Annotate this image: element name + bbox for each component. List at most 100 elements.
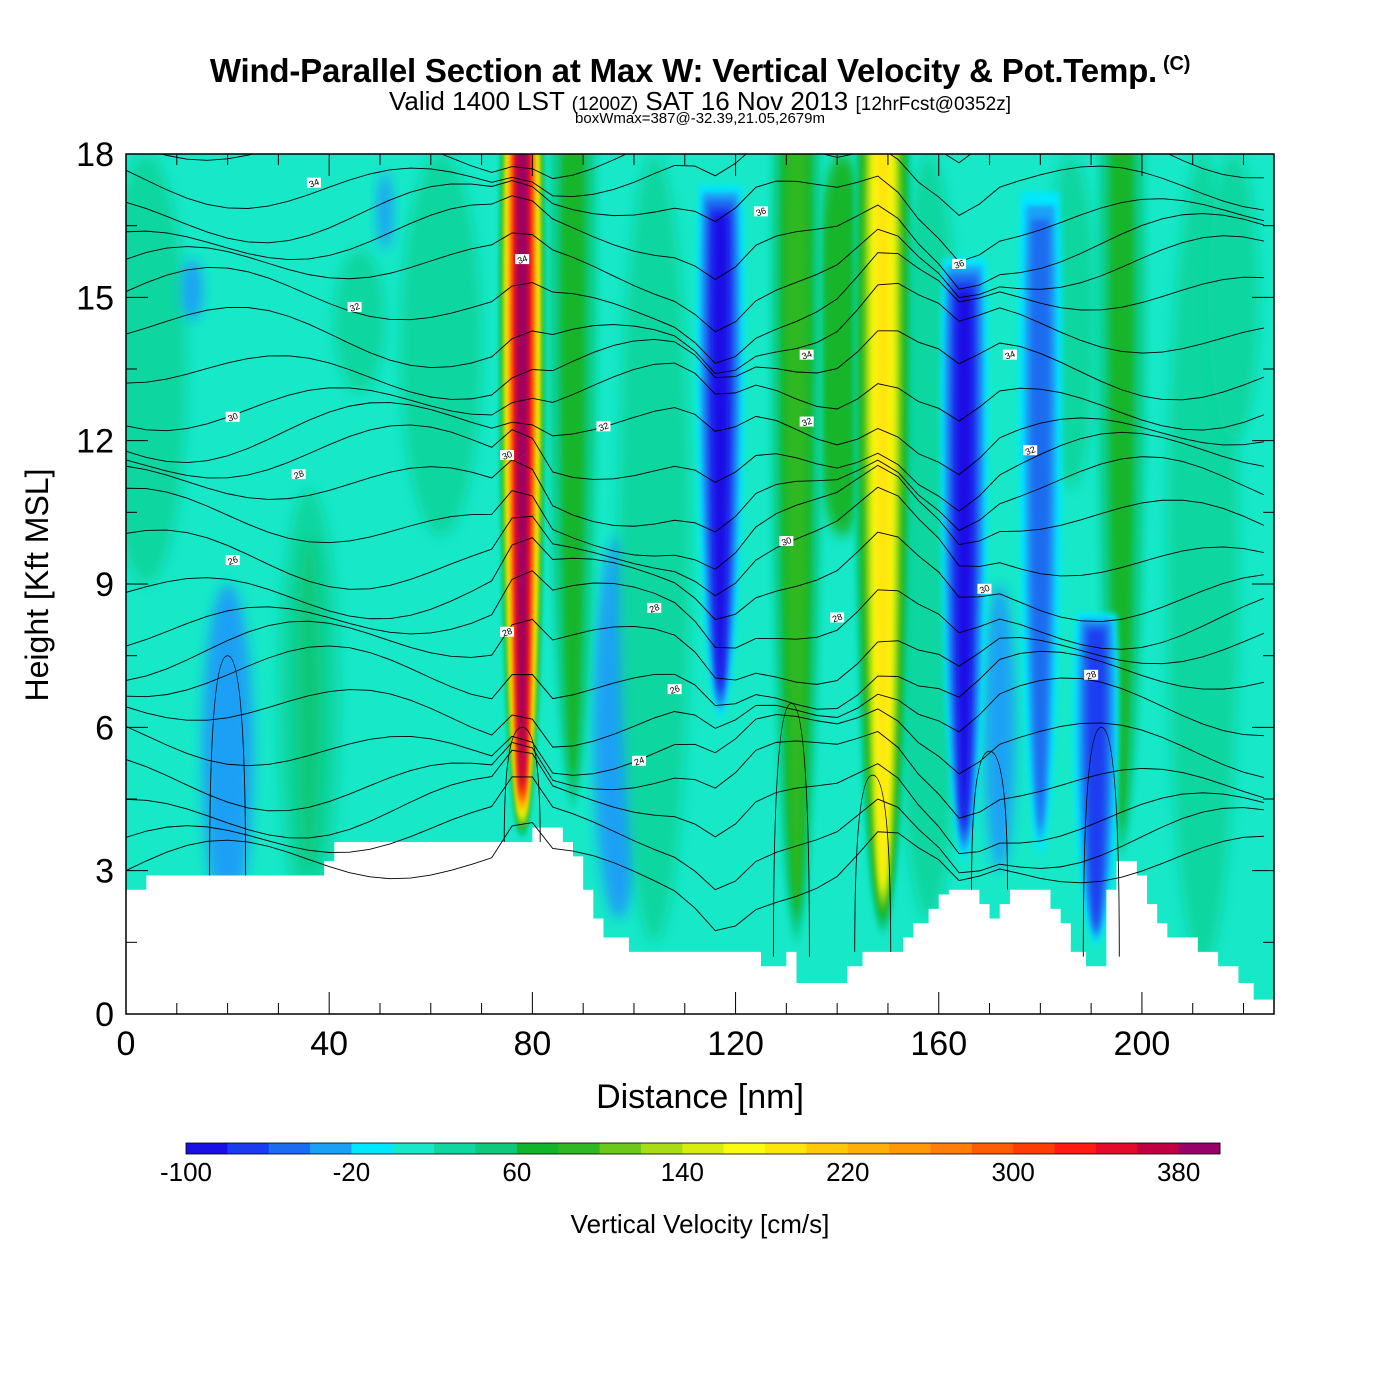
contour-label: 36 [953,258,966,271]
colorbar-swatch [765,1143,807,1154]
colorbar-swatch [847,1143,890,1154]
theta-contours [126,135,1265,957]
contour-label: 30 [501,449,514,462]
copyright-mark: (C) [1163,53,1191,75]
velocity-field [126,154,1274,1014]
chart-title-main: Wind-Parallel Section at Max W: Vertical… [209,52,1158,89]
theta-contour [209,655,247,876]
field-patch [296,536,322,871]
colorbar: -100 -20 60 140 220 300 380 [160,1142,1221,1187]
contour-label-bg [306,177,321,188]
colorbar-swatch [475,1143,518,1154]
colorbar-label: Vertical Velocity [cm/s] [571,1209,830,1239]
colorbar-swatch [806,1143,849,1154]
contour-label-bg [799,416,814,427]
theta-contour [503,726,541,843]
field-patch [126,154,187,584]
valid-time-local: Valid 1400 LST [389,86,565,116]
field-patch [618,154,690,943]
contour-label: 28 [292,468,305,481]
contour-label: 30 [978,583,991,596]
theta-contour [126,531,1264,623]
theta-contour [772,702,810,957]
chart-subtitle: Valid 1400 LST (1200Z) SAT 16 Nov 2013 [… [0,86,1400,117]
colorbar-swatch [310,1143,352,1154]
contour-label-bg [515,254,530,265]
colorbar-swatch [599,1143,642,1154]
theta-contour [126,195,1264,290]
theta-contour [854,774,892,952]
velocity-feature [1073,613,1120,947]
contour-label: 36 [755,205,768,218]
y-axis-label: Height [Kft MSL] [19,469,55,702]
theta-contour [126,464,1265,570]
contour-label: 32 [597,420,610,433]
velocity-band [712,214,729,691]
contour-label-bg [977,583,992,594]
colorbar-swatch [434,1143,477,1154]
theta-contour [126,776,1264,891]
contour-label: 32 [348,301,361,314]
contour-label-bg [499,626,514,637]
field-patch [202,584,253,919]
theta-contour [471,135,715,143]
theta-contour [126,402,1264,476]
chart-title: Wind-Parallel Section at Max W: Vertical… [0,52,1400,90]
contour-label: 28 [1085,669,1098,682]
theta-contour [126,486,1264,597]
theta-contour [126,330,1265,401]
colorbar-swatch [351,1143,394,1154]
colorbar-swatch [930,1143,973,1154]
forecast-info: [12hrFcst@0352z] [855,94,1011,115]
colorbar-swatch [1095,1143,1138,1154]
theta-contour [160,154,1264,180]
colorbar-tick-label: 140 [661,1157,704,1187]
contour-label: 32 [1024,444,1037,457]
contour-label-bg [647,602,662,613]
theta-contour [126,456,1265,533]
theta-contour [971,750,1008,890]
velocity-feature [1018,191,1063,857]
velocity-band [517,154,527,790]
theta-contour [126,618,1265,685]
contour-label-bg [799,349,814,360]
y-tick-label: 3 [95,853,114,891]
contour-label-bg [779,536,794,546]
contour-label-bg [347,301,362,312]
contour-label-bg [291,469,306,480]
valid-time-utc: (1200Z) [571,94,639,115]
contour-label: 30 [780,535,793,548]
theta-contour-labels: 34 34 32 30 28 26 30 28 32 28 26 24 36 34 32 30 28 36 34 32… [225,177,1099,768]
velocity-feature [853,154,913,937]
x-tick-label: 120 [707,1025,764,1063]
field-patch [1207,154,1259,441]
contour-label-bg [499,450,514,460]
contour-label: 32 [800,416,813,429]
colorbar-swatch [558,1143,601,1154]
theta-contour [126,677,1264,748]
contour-label-bg [830,612,845,623]
theta-contour [126,708,1264,778]
box-wmax-info: boxWmax=387@-32.39,21.05,2679m [575,110,825,127]
contour-label-bg [952,258,967,269]
velocity-band [1030,219,1051,830]
field-patch [400,154,482,537]
theta-contour [126,362,1264,432]
colorbar-swatch [723,1143,766,1154]
colorbar-swatch [227,1143,270,1154]
velocity-band [561,154,585,783]
velocity-band [875,154,891,886]
y-tick-label: 18 [76,136,114,174]
colorbar-tick-label: 220 [826,1157,869,1187]
colorbar-swatch [640,1143,683,1154]
x-tick-label: 160 [910,1025,967,1063]
y-tick-label: 0 [95,996,114,1034]
theta-contour [126,645,1264,710]
velocity-feature [940,257,988,863]
theta-contour [126,424,1264,512]
contour-label-bg [225,411,240,422]
contour-label-bg [632,755,647,766]
theta-contour [126,282,1264,375]
theta-contour [126,749,1264,855]
